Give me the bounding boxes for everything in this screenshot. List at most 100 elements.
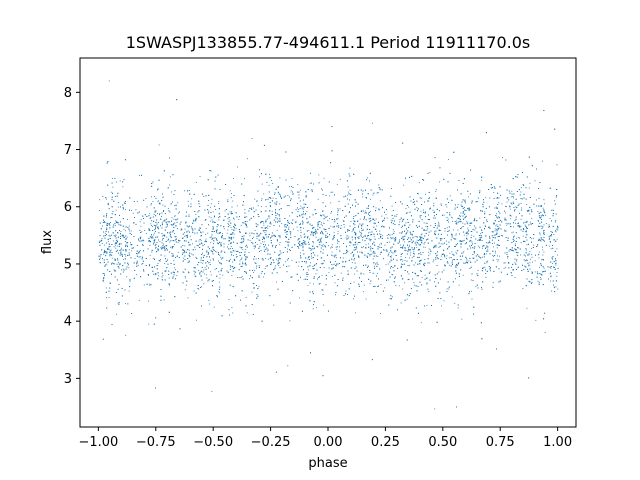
data-point [372, 258, 374, 260]
data-point [455, 251, 457, 253]
data-point [426, 282, 428, 284]
data-point [387, 279, 389, 281]
data-point [420, 237, 422, 239]
data-point [205, 240, 207, 242]
data-point [323, 214, 325, 216]
data-point [384, 244, 386, 246]
data-point [544, 233, 546, 235]
data-point [556, 164, 558, 166]
data-point [304, 214, 306, 216]
data-point [285, 261, 287, 263]
data-point [494, 230, 496, 232]
data-point [266, 247, 268, 249]
data-point [349, 245, 351, 246]
data-point [113, 234, 115, 236]
data-point [218, 260, 219, 262]
data-point [271, 210, 273, 212]
data-point [227, 218, 229, 220]
data-point [330, 212, 332, 214]
data-point [411, 257, 413, 259]
data-point [378, 246, 380, 248]
data-point [165, 226, 167, 228]
data-point [288, 249, 290, 250]
data-point [253, 286, 255, 288]
data-point [277, 263, 279, 265]
data-point [364, 210, 366, 212]
data-point [420, 239, 422, 241]
data-point [468, 196, 470, 198]
data-point [377, 192, 379, 193]
data-point [243, 178, 245, 180]
data-point [308, 269, 310, 271]
data-point [378, 238, 380, 240]
data-point [261, 198, 263, 200]
data-point [182, 252, 184, 254]
data-point [351, 239, 353, 241]
data-point [507, 197, 509, 199]
data-point [145, 232, 147, 234]
data-point [275, 203, 277, 205]
data-point [267, 258, 269, 260]
data-point [212, 247, 214, 249]
data-point [130, 242, 131, 244]
data-point [140, 256, 142, 258]
data-point [287, 365, 289, 367]
data-point [99, 199, 101, 201]
data-point [111, 178, 113, 179]
data-point [428, 251, 430, 253]
data-point [124, 209, 126, 211]
data-point [428, 234, 430, 236]
data-point [103, 253, 105, 255]
data-point [451, 251, 453, 253]
data-point [337, 230, 339, 232]
data-point [289, 215, 291, 217]
data-point [466, 235, 468, 237]
data-point [187, 297, 189, 299]
data-point [164, 246, 166, 248]
data-point [249, 232, 251, 234]
data-point [390, 255, 392, 257]
data-point [531, 256, 533, 258]
data-point [459, 215, 461, 216]
data-point [208, 262, 209, 264]
data-point [416, 246, 418, 248]
data-point [249, 240, 251, 242]
data-point [496, 213, 498, 215]
data-point [261, 199, 262, 201]
data-point [275, 281, 277, 283]
data-point [519, 237, 521, 239]
data-point [237, 166, 239, 168]
data-point [267, 198, 269, 200]
data-point [326, 232, 328, 234]
data-point [522, 288, 524, 289]
data-point [360, 232, 362, 234]
data-point [390, 219, 392, 221]
data-point [439, 181, 441, 183]
data-point [434, 230, 436, 232]
data-point [497, 255, 498, 257]
data-point [232, 255, 234, 256]
data-point [312, 224, 314, 226]
data-point [263, 224, 265, 226]
data-point [429, 172, 431, 174]
data-point [298, 191, 300, 193]
data-point [298, 247, 300, 249]
data-point [421, 197, 423, 199]
data-point [399, 221, 401, 223]
data-point [556, 238, 558, 240]
data-point [149, 264, 151, 265]
data-point [263, 222, 265, 224]
data-point [424, 259, 426, 260]
data-point [534, 180, 536, 182]
data-point [542, 207, 544, 209]
data-point [437, 225, 439, 227]
data-point [136, 263, 137, 265]
data-point [358, 230, 360, 232]
data-point [253, 247, 255, 249]
data-point [101, 238, 103, 240]
data-point [529, 182, 531, 184]
data-point [201, 243, 203, 245]
data-point [293, 228, 294, 230]
data-point [372, 194, 374, 196]
